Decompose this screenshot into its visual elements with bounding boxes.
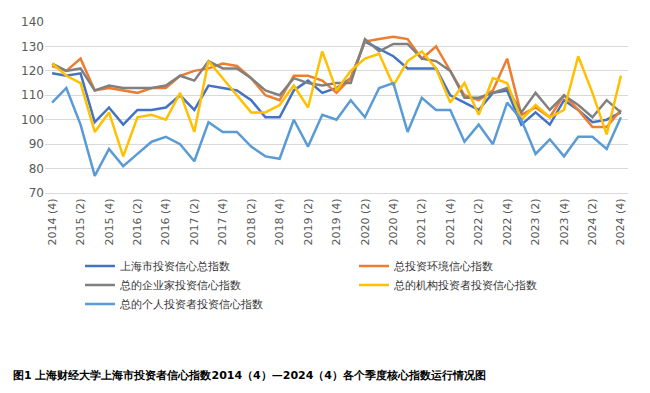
svg-text:2023 (4): 2023 (4) bbox=[558, 198, 571, 245]
svg-text:80: 80 bbox=[29, 162, 44, 176]
svg-text:2021 (2): 2021 (2) bbox=[415, 198, 428, 245]
svg-text:130: 130 bbox=[21, 40, 44, 54]
svg-text:2015 (4): 2015 (4) bbox=[103, 198, 116, 245]
svg-text:2018 (4): 2018 (4) bbox=[273, 198, 286, 245]
svg-text:2019 (2): 2019 (2) bbox=[302, 198, 315, 245]
svg-text:2016 (4): 2016 (4) bbox=[159, 198, 172, 245]
svg-text:2020 (2): 2020 (2) bbox=[359, 198, 372, 245]
svg-text:100: 100 bbox=[21, 113, 44, 127]
svg-text:2024 (4): 2024 (4) bbox=[614, 198, 627, 245]
svg-text:2018 (2): 2018 (2) bbox=[245, 198, 258, 245]
svg-text:总投资环境信心指数: 总投资环境信心指数 bbox=[393, 260, 493, 273]
svg-text:2023 (2): 2023 (2) bbox=[529, 198, 542, 245]
svg-text:2019 (4): 2019 (4) bbox=[330, 198, 343, 245]
svg-text:2015 (2): 2015 (2) bbox=[74, 198, 87, 245]
svg-text:2016 (2): 2016 (2) bbox=[131, 198, 144, 245]
svg-text:上海市投资信心总指数: 上海市投资信心总指数 bbox=[120, 260, 230, 273]
svg-text:总的机构投资者投资信心指数: 总的机构投资者投资信心指数 bbox=[393, 279, 537, 292]
svg-text:总的个人投资者投资信心指数: 总的个人投资者投资信心指数 bbox=[119, 298, 263, 311]
svg-text:2020 (4): 2020 (4) bbox=[387, 198, 400, 245]
svg-text:90: 90 bbox=[29, 137, 44, 151]
svg-text:图1 上海财经大学上海市投资者信心指数2014（4）—202: 图1 上海财经大学上海市投资者信心指数2014（4）—2024（4）各个季度核心… bbox=[13, 369, 486, 382]
svg-text:总的企业家投资信心指数: 总的企业家投资信心指数 bbox=[119, 279, 241, 292]
svg-text:120: 120 bbox=[21, 64, 44, 78]
svg-text:110: 110 bbox=[21, 88, 44, 102]
svg-text:2022 (2): 2022 (2) bbox=[472, 198, 485, 245]
svg-text:2024 (2): 2024 (2) bbox=[586, 198, 599, 245]
svg-text:2014 (4): 2014 (4) bbox=[46, 198, 59, 245]
svg-text:2017 (2): 2017 (2) bbox=[188, 198, 201, 245]
svg-text:2017 (4): 2017 (4) bbox=[216, 198, 229, 245]
svg-text:70: 70 bbox=[29, 186, 44, 200]
svg-text:2022 (4): 2022 (4) bbox=[501, 198, 514, 245]
svg-text:140: 140 bbox=[21, 15, 44, 29]
svg-text:2021 (4): 2021 (4) bbox=[444, 198, 457, 245]
